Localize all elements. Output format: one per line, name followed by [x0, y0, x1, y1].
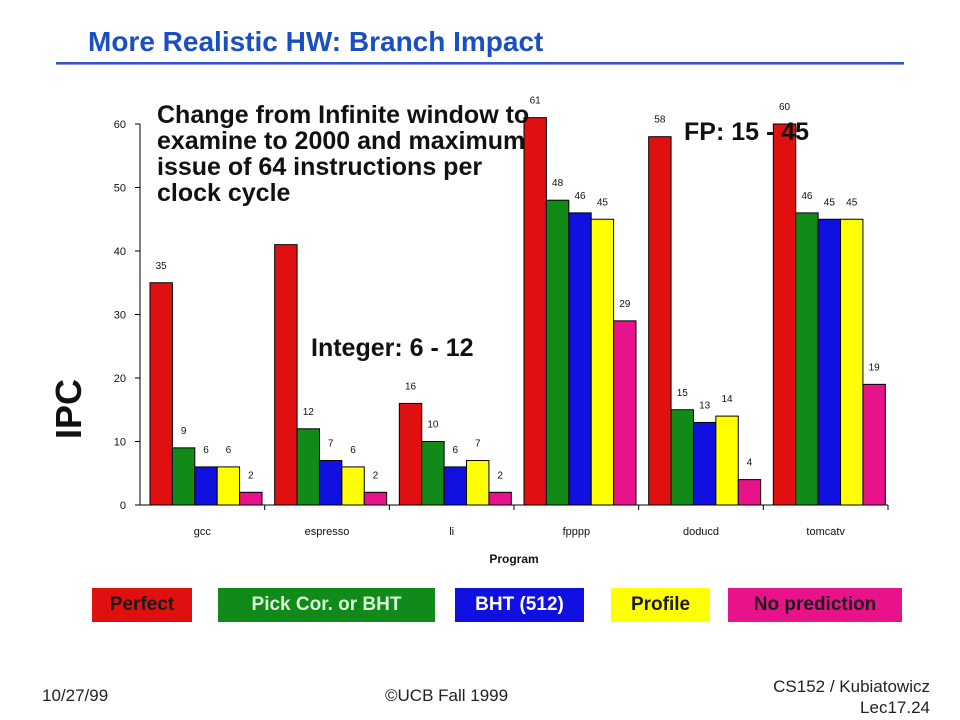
data-label: 13 — [699, 400, 711, 411]
bar-espresso-3 — [341, 466, 365, 506]
data-label: 2 — [373, 470, 379, 481]
data-label: 6 — [203, 445, 209, 456]
data-label: 29 — [619, 299, 631, 310]
bar-doducd-2 — [692, 421, 717, 506]
bar-tomcatv-1 — [795, 212, 819, 506]
bar-li-1 — [421, 441, 445, 506]
x-tick-label: li — [449, 526, 454, 538]
title-divider — [56, 62, 904, 65]
bar-fpppp-3 — [590, 218, 615, 506]
bar-tomcatv-4 — [862, 383, 886, 506]
x-tick-label: doducd — [683, 526, 719, 538]
bar-fpppp-1 — [545, 199, 570, 506]
chart-legend: Perfect Pick Cor. or BHT BHT (512) Profile N… — [0, 588, 960, 622]
data-label: 6 — [453, 445, 459, 456]
data-label: 15 — [677, 388, 689, 399]
data-label: 16 — [405, 381, 417, 392]
y-tick-label: 60 — [114, 119, 126, 131]
data-label: 12 — [303, 407, 315, 418]
data-label: 45 — [824, 197, 836, 208]
y-tick-label: 20 — [114, 373, 126, 385]
y-tick-label: 50 — [114, 183, 126, 195]
bar-doducd-1 — [670, 409, 694, 506]
data-label: 10 — [427, 420, 439, 431]
data-label: 46 — [801, 191, 813, 202]
page-title: More Realistic HW: Branch Impact — [88, 26, 544, 57]
data-label: 14 — [722, 394, 734, 405]
y-axis-label: IPC — [48, 379, 89, 440]
data-label: 58 — [654, 115, 666, 126]
data-label: 60 — [779, 102, 791, 113]
bar-tomcatv-0 — [772, 123, 797, 506]
legend-item-1: Pick Cor. or BHT — [218, 588, 435, 622]
data-label: 61 — [530, 96, 542, 107]
bar-li-4 — [488, 491, 512, 506]
data-label: 6 — [226, 445, 232, 456]
bar-gcc-3 — [216, 466, 241, 506]
y-tick-label: 10 — [114, 437, 126, 449]
bar-gcc-1 — [171, 447, 196, 506]
x-tick-label: espresso — [305, 526, 350, 538]
data-label: 2 — [497, 470, 503, 481]
annotation-integer-range: Integer: 6 - 12 — [311, 334, 474, 362]
bar-gcc-0 — [149, 282, 173, 506]
bar-li-3 — [466, 460, 490, 506]
data-label: 6 — [350, 445, 356, 456]
data-label: 4 — [747, 458, 753, 469]
bar-li-0 — [398, 402, 423, 506]
data-label: 9 — [181, 426, 187, 437]
bar-tomcatv-2 — [817, 218, 842, 506]
data-label: 7 — [475, 439, 481, 450]
legend-item-0: Perfect — [92, 588, 192, 622]
y-tick-label: 0 — [120, 500, 126, 512]
bar-tomcatv-3 — [840, 218, 864, 506]
legend-item-3: Profile — [611, 588, 710, 622]
bar-gcc-4 — [239, 491, 263, 506]
x-tick-label: tomcatv — [806, 526, 845, 538]
footer-course: CS152 / Kubiatowicz Lec17.24 — [760, 676, 930, 718]
chart-bars — [149, 117, 886, 506]
x-tick-label: gcc — [194, 526, 212, 538]
data-label: 46 — [574, 191, 586, 202]
bar-fpppp-2 — [568, 212, 592, 506]
bar-li-2 — [443, 466, 468, 506]
bar-doducd-0 — [648, 136, 672, 506]
data-label: 19 — [869, 362, 881, 373]
data-label: 2 — [248, 470, 254, 481]
footer-copyright: ©UCB Fall 1999 — [385, 686, 509, 705]
legend-item-2: BHT (512) — [455, 588, 584, 622]
annotation-fp-range: FP: 15 - 45 — [684, 118, 810, 146]
data-label: 45 — [597, 197, 609, 208]
bar-espresso-0 — [274, 244, 298, 506]
bar-espresso-1 — [296, 428, 320, 506]
y-tick-label: 30 — [114, 310, 126, 322]
footer-lecture-number: Lec17.24 — [860, 698, 930, 717]
bar-doducd-4 — [737, 479, 762, 506]
y-tick-label: 40 — [114, 246, 126, 258]
x-axis-label: Program — [489, 552, 538, 566]
data-label: 45 — [846, 197, 858, 208]
footer-date: 10/27/99 — [42, 686, 109, 705]
data-label: 7 — [328, 439, 334, 450]
footer-course-name: CS152 / Kubiatowicz — [773, 677, 930, 696]
data-label: 48 — [552, 178, 564, 189]
chart-data-labels: 35 9 6 6 2 12 7 6 2 16 10 6 7 2 61 48 46 45 29 58 15 13 14 4 60 4… — [156, 96, 880, 482]
data-label: 35 — [156, 261, 168, 272]
legend-item-4: No prediction — [728, 588, 902, 622]
chart-axes: 0 10 20 30 40 50 60 gcc espresso li fpppp doducd tom… — [114, 119, 889, 538]
annotation-window-change: Change from Infinite window to examine t… — [157, 101, 530, 207]
bar-espresso-2 — [318, 460, 343, 506]
x-tick-label: fpppp — [563, 526, 591, 538]
bar-espresso-4 — [363, 491, 388, 506]
bar-doducd-3 — [715, 415, 739, 506]
bar-fpppp-4 — [613, 320, 637, 506]
bar-gcc-2 — [194, 466, 218, 506]
